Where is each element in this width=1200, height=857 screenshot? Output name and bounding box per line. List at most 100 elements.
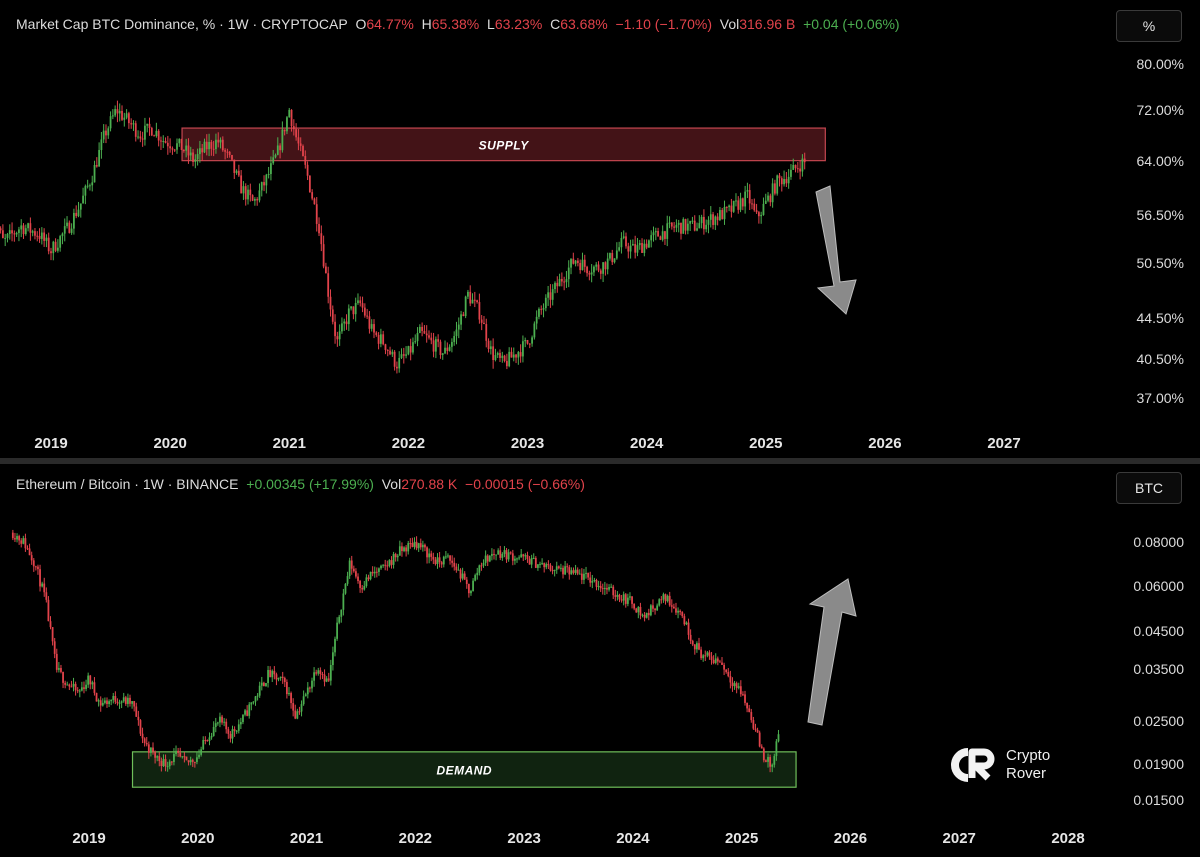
candle-body [421, 326, 424, 331]
candle-body [752, 720, 755, 729]
candle-body [681, 612, 684, 617]
candle-body [187, 145, 190, 156]
candle-body [396, 555, 399, 558]
candle-body [22, 538, 25, 544]
candle-body [641, 614, 644, 616]
candle-body [73, 212, 75, 229]
x-tick-label: 2020 [181, 830, 215, 847]
candle-body [555, 566, 558, 570]
candle-body [739, 198, 742, 210]
candle-body [748, 190, 751, 204]
candle-body [501, 553, 504, 558]
scale-unit-button[interactable]: % [1116, 10, 1182, 42]
candle-body [398, 357, 401, 369]
x-tick-label: 2028 [1051, 830, 1085, 847]
candle-body [601, 588, 604, 590]
btc-dominance-chart[interactable]: SUPPLY [0, 0, 1100, 458]
candle-body [242, 714, 244, 723]
candle-body [620, 599, 623, 601]
candle-body [252, 701, 255, 703]
candle-body [753, 203, 756, 211]
candle-body [235, 170, 238, 173]
time-axis[interactable]: 2019 2020 2021 2022 2023 2024 2025 2026 2027 [0, 435, 1200, 455]
pane-divider[interactable] [0, 458, 1200, 464]
candle-body [150, 747, 152, 753]
candle-body [735, 683, 738, 688]
candle-body [505, 550, 508, 560]
candle-body [490, 553, 493, 556]
candle-body [143, 738, 146, 743]
candle-body [308, 175, 311, 193]
candle-body [237, 724, 240, 731]
candle-body [87, 675, 90, 685]
candle-body [336, 336, 339, 340]
candle-body [196, 757, 198, 762]
candle-body [654, 608, 656, 611]
price-axis[interactable]: 0.08000 0.06000 0.04500 0.03500 0.02500 0.019… [1084, 464, 1184, 857]
candle-body [50, 251, 52, 254]
candle-body [746, 702, 749, 709]
candle-body [553, 569, 556, 572]
candle-body [729, 676, 732, 683]
candle-body [684, 219, 687, 231]
time-axis[interactable]: 2019 2020 2021 2022 2023 2024 2025 2026 2027 2028 [0, 830, 1200, 850]
eth-btc-chart[interactable]: DEMAND [0, 464, 1100, 857]
candle-body [226, 151, 229, 153]
candle-body [455, 566, 458, 571]
candle-body [574, 260, 577, 264]
candle-body [270, 163, 272, 175]
candle-body [460, 314, 462, 325]
candle-body [378, 568, 380, 572]
supply-zone-label: SUPPLY [479, 138, 530, 152]
candle-body [47, 599, 50, 622]
candle-body [423, 330, 426, 334]
candle-body [505, 360, 508, 367]
candle-body [440, 562, 443, 565]
candle-body [448, 346, 451, 351]
candle-body [194, 159, 197, 162]
candle-body [599, 585, 602, 589]
candle-body [277, 677, 280, 680]
price-axis[interactable]: 80.00% 72.00% 64.00% 56.50% 50.50% 44.50% 40.5… [1084, 0, 1184, 458]
candle-body [329, 296, 332, 310]
symbol-title[interactable]: Ethereum / Bitcoin · 1W · BINANCE [16, 476, 239, 492]
candle-body [398, 546, 401, 556]
candle-body [60, 668, 62, 672]
candle-body [355, 571, 357, 577]
candle-body [767, 195, 769, 201]
candle-body [375, 571, 378, 573]
candle-body [176, 143, 178, 150]
candle-body [436, 557, 439, 564]
candle-body [83, 687, 85, 689]
candle-body [528, 559, 531, 565]
symbol-title[interactable]: Market Cap BTC Dominance, % · 1W · CRYPT… [16, 16, 348, 32]
candle-body [418, 326, 421, 333]
candle-body [79, 203, 82, 210]
candle-body [618, 247, 621, 251]
candle-body [394, 554, 397, 558]
scale-unit-button[interactable]: BTC [1116, 472, 1182, 504]
candle-body [648, 240, 650, 248]
candle-body [478, 565, 481, 573]
candle-body [712, 214, 714, 225]
candle-body [342, 593, 345, 610]
candle-body [471, 299, 474, 304]
candle-body [704, 655, 707, 657]
candle-body [415, 541, 418, 549]
candle-body [169, 146, 172, 149]
candle-body [253, 199, 256, 201]
candle-body [162, 141, 165, 143]
candle-body [741, 198, 744, 207]
candle-body [123, 117, 126, 120]
candle-body [549, 292, 552, 300]
candle-body [585, 572, 587, 574]
candle-body [417, 543, 420, 549]
candle-body [74, 683, 77, 691]
candle-body [386, 565, 389, 567]
candle-body [133, 701, 136, 707]
candle-body [514, 558, 516, 561]
candle-body [201, 148, 204, 153]
candle-body [192, 152, 194, 162]
candle-body [380, 565, 382, 569]
candle-body [185, 145, 188, 151]
